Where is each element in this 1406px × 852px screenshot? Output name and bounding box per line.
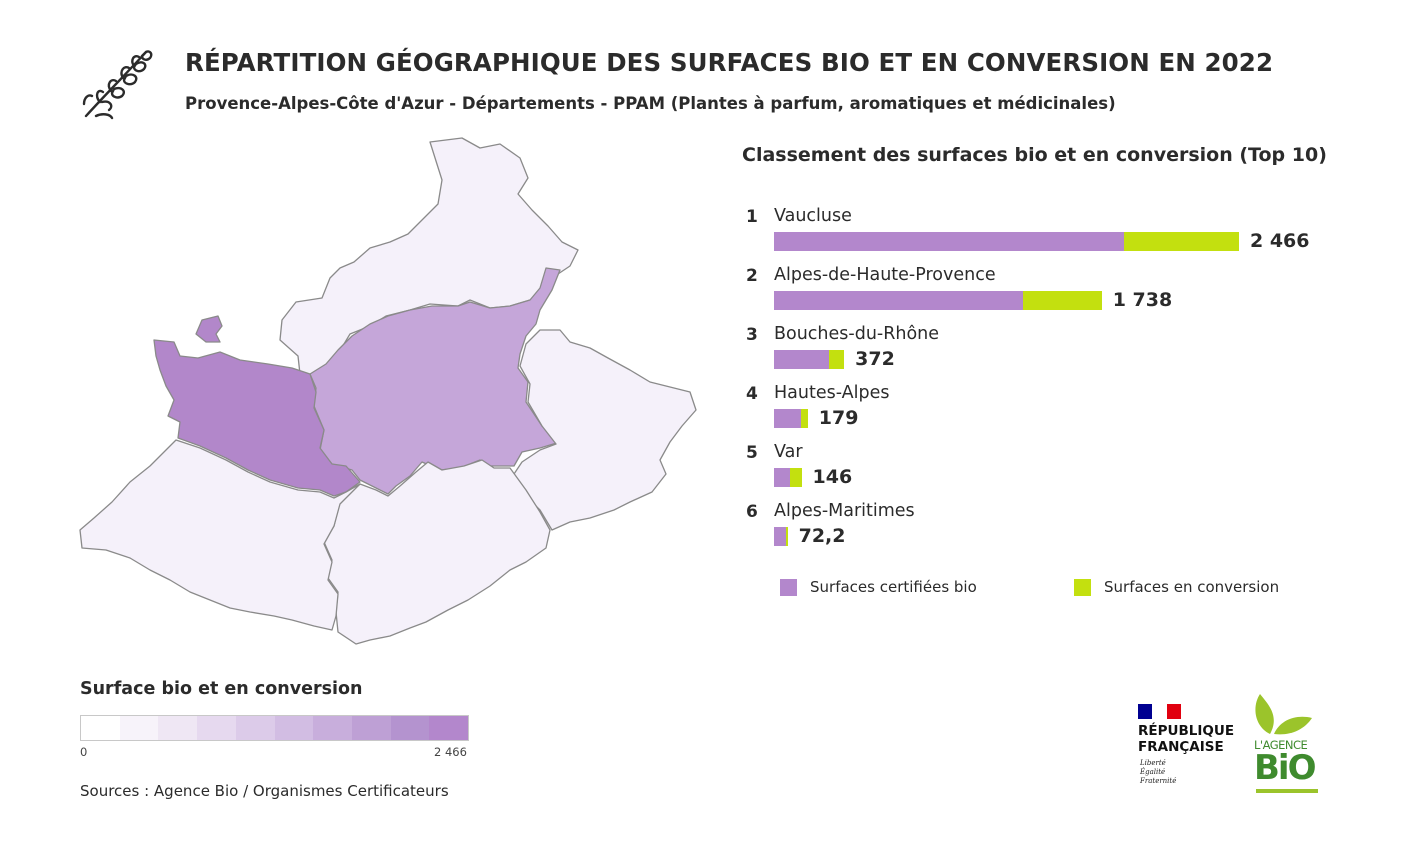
rank-number: 5 bbox=[746, 443, 758, 463]
rank-row: 6 Alpes-Maritimes 72,2 bbox=[742, 500, 1382, 559]
legend-swatch-bio bbox=[780, 578, 797, 596]
rank-value-label: 179 bbox=[818, 407, 859, 429]
bar-segment-conversion bbox=[790, 468, 802, 487]
bar-segment-conversion bbox=[829, 350, 845, 369]
color-scale bbox=[80, 715, 469, 741]
rank-category-label: Vaucluse bbox=[774, 206, 852, 226]
department-alpes-de-haute-provence[interactable] bbox=[309, 267, 561, 495]
scale-step bbox=[81, 716, 120, 740]
scale-step bbox=[235, 716, 275, 740]
agence-bio-line1: L'AGENCE bbox=[1254, 738, 1308, 752]
bar-segment-bio bbox=[774, 527, 787, 546]
ranking-chart: 1 Vaucluse 2 466 2 Alpes-de-Haute-Provence 1 … bbox=[742, 205, 1382, 559]
rank-category-label: Alpes-Maritimes bbox=[774, 501, 915, 521]
rank-category-label: Hautes-Alpes bbox=[774, 383, 890, 403]
rank-number: 4 bbox=[746, 384, 758, 404]
bar-segment-bio bbox=[774, 291, 1023, 310]
french-flag-icon bbox=[1138, 704, 1181, 719]
region-map bbox=[70, 130, 710, 675]
department-vaucluse[interactable] bbox=[153, 315, 361, 497]
bar-segment-conversion bbox=[1123, 232, 1239, 251]
sources-note: Sources : Agence Bio / Organismes Certif… bbox=[80, 782, 449, 800]
lavender-sprig-icon bbox=[76, 44, 156, 124]
chart-title: RÉPARTITION GÉOGRAPHIQUE DES SURFACES BI… bbox=[185, 48, 1274, 77]
department-var[interactable] bbox=[323, 459, 551, 645]
rank-category-label: Alpes-de-Haute-Provence bbox=[774, 265, 996, 285]
legend-item-bio: Surfaces certifiées bio bbox=[780, 578, 977, 596]
scale-step bbox=[158, 716, 198, 740]
scale-step bbox=[119, 716, 159, 740]
legend-label-conversion: Surfaces en conversion bbox=[1104, 578, 1280, 596]
rank-row: 3 Bouches-du-Rhône 372 bbox=[742, 323, 1382, 382]
scale-step bbox=[429, 716, 469, 740]
chart-legend: Surfaces certifiées bio Surfaces en conv… bbox=[780, 578, 1340, 600]
legend-swatch-conversion bbox=[1074, 578, 1091, 596]
legend-label-bio: Surfaces certifiées bio bbox=[810, 578, 977, 596]
scale-step bbox=[390, 716, 430, 740]
scale-step bbox=[197, 716, 236, 740]
rank-row: 2 Alpes-de-Haute-Provence 1 738 bbox=[742, 264, 1382, 323]
rank-value-label: 146 bbox=[812, 466, 853, 488]
rank-number: 1 bbox=[746, 207, 758, 227]
scale-max-label: 2 466 bbox=[434, 745, 467, 759]
rank-value-label: 2 466 bbox=[1250, 230, 1310, 252]
rank-bar bbox=[774, 350, 845, 369]
bar-segment-bio bbox=[774, 468, 791, 487]
rank-number: 6 bbox=[746, 502, 758, 522]
rank-row: 1 Vaucluse 2 466 bbox=[742, 205, 1382, 264]
rank-row: 5 Var 146 bbox=[742, 441, 1382, 500]
rank-number: 2 bbox=[746, 266, 758, 286]
bar-segment-conversion bbox=[801, 409, 808, 428]
republique-francaise-logo: RÉPUBLIQUE FRANÇAISE Liberté Égalité Fra… bbox=[1138, 704, 1248, 790]
chart-subtitle: Provence-Alpes-Côte d'Azur - Département… bbox=[185, 94, 1116, 113]
scale-min-label: 0 bbox=[80, 745, 88, 759]
leaf-icon bbox=[1255, 694, 1312, 735]
rank-bar bbox=[774, 468, 802, 487]
scale-step bbox=[313, 716, 352, 740]
rank-value-label: 1 738 bbox=[1112, 289, 1173, 311]
rank-number: 3 bbox=[746, 325, 758, 345]
legend-item-conversion: Surfaces en conversion bbox=[1074, 578, 1279, 596]
rank-row: 4 Hautes-Alpes 179 bbox=[742, 382, 1382, 441]
agence-bio-logo: L'AGENCE BiO bbox=[1250, 690, 1324, 798]
ranking-title: Classement des surfaces bio et en conver… bbox=[742, 144, 1327, 166]
agence-bio-underline bbox=[1256, 789, 1318, 793]
agence-bio-line2: BiO bbox=[1254, 748, 1317, 788]
bar-segment-conversion bbox=[786, 527, 788, 546]
department-bouches-du-rhone[interactable] bbox=[79, 439, 361, 631]
scale-step bbox=[351, 716, 391, 740]
rank-bar bbox=[774, 232, 1239, 251]
republique-name: RÉPUBLIQUE FRANÇAISE bbox=[1138, 723, 1235, 755]
department-hautes-alpes[interactable] bbox=[279, 137, 579, 379]
republique-motto: Liberté Égalité Fraternité bbox=[1140, 759, 1177, 785]
bar-segment-bio bbox=[774, 232, 1124, 251]
scale-title: Surface bio et en conversion bbox=[80, 679, 363, 699]
rank-value-label: 372 bbox=[855, 348, 895, 370]
department-alpes-maritimes[interactable] bbox=[513, 329, 697, 531]
rank-bar bbox=[774, 291, 1102, 310]
rank-value-label: 72,2 bbox=[798, 525, 846, 547]
rank-category-label: Var bbox=[774, 442, 803, 462]
scale-step bbox=[274, 716, 314, 740]
rank-category-label: Bouches-du-Rhône bbox=[774, 324, 940, 344]
bar-segment-bio bbox=[774, 409, 802, 428]
rank-bar bbox=[774, 409, 808, 428]
rank-bar bbox=[774, 527, 788, 546]
bar-segment-bio bbox=[774, 350, 830, 369]
bar-segment-conversion bbox=[1022, 291, 1102, 310]
